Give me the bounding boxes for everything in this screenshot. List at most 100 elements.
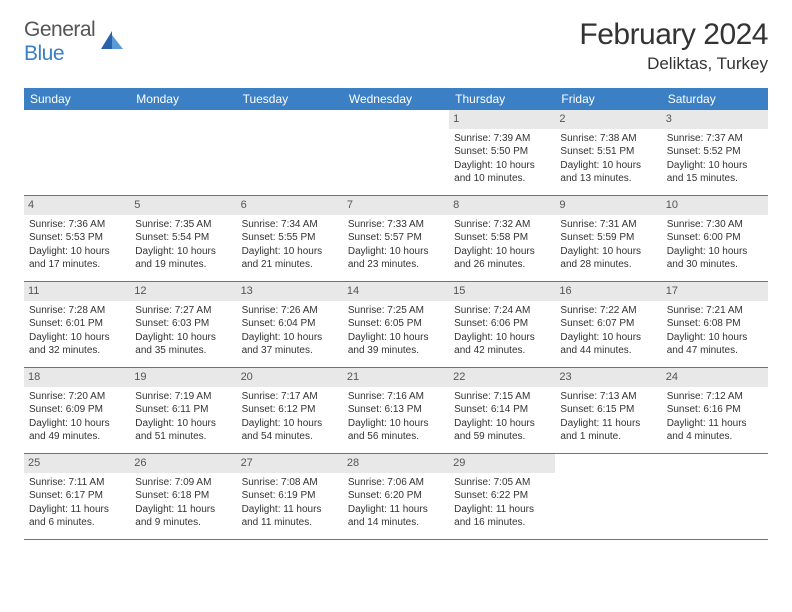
daylight-text: Daylight: 10 hours and 19 minutes. xyxy=(135,245,231,272)
sunrise-text: Sunrise: 7:11 AM xyxy=(29,476,125,490)
weekday-header: Friday xyxy=(555,88,661,110)
sunset-text: Sunset: 6:11 PM xyxy=(135,403,231,417)
day-number: 22 xyxy=(449,368,555,387)
daylight-text: Daylight: 10 hours and 10 minutes. xyxy=(454,159,550,186)
calendar-grid: 1Sunrise: 7:39 AMSunset: 5:50 PMDaylight… xyxy=(24,110,768,540)
sunset-text: Sunset: 6:17 PM xyxy=(29,489,125,503)
day-number: 24 xyxy=(662,368,768,387)
day-number: 9 xyxy=(555,196,661,215)
sunrise-text: Sunrise: 7:34 AM xyxy=(242,218,338,232)
logo-text: General Blue xyxy=(24,18,95,66)
daylight-text: Daylight: 10 hours and 23 minutes. xyxy=(348,245,444,272)
daylight-text: Daylight: 11 hours and 6 minutes. xyxy=(29,503,125,530)
sunset-text: Sunset: 6:01 PM xyxy=(29,317,125,331)
calendar-cell xyxy=(24,110,130,196)
day-number: 17 xyxy=(662,282,768,301)
daylight-text: Daylight: 11 hours and 11 minutes. xyxy=(242,503,338,530)
sunset-text: Sunset: 5:58 PM xyxy=(454,231,550,245)
weekday-header: Wednesday xyxy=(343,88,449,110)
day-number: 12 xyxy=(130,282,236,301)
daylight-text: Daylight: 10 hours and 56 minutes. xyxy=(348,417,444,444)
weekday-header: Thursday xyxy=(449,88,555,110)
calendar-cell: 3Sunrise: 7:37 AMSunset: 5:52 PMDaylight… xyxy=(662,110,768,196)
calendar-cell: 21Sunrise: 7:16 AMSunset: 6:13 PMDayligh… xyxy=(343,368,449,454)
daylight-text: Daylight: 10 hours and 21 minutes. xyxy=(242,245,338,272)
calendar-cell: 4 Sunrise: 7:36 AMSunset: 5:53 PMDaylight… xyxy=(24,196,130,282)
day-number: 29 xyxy=(449,454,555,473)
sunrise-text: Sunrise: 7:16 AM xyxy=(348,390,444,404)
sunset-text: Sunset: 6:08 PM xyxy=(667,317,763,331)
daylight-text: Daylight: 11 hours and 4 minutes. xyxy=(667,417,763,444)
daylight-text: Daylight: 10 hours and 37 minutes. xyxy=(242,331,338,358)
day-number: 15 xyxy=(449,282,555,301)
weekday-header: Saturday xyxy=(662,88,768,110)
daylight-text: Daylight: 10 hours and 15 minutes. xyxy=(667,159,763,186)
sunrise-text: Sunrise: 7:37 AM xyxy=(667,132,763,146)
sunrise-text: Sunrise: 7:22 AM xyxy=(560,304,656,318)
calendar-cell: 7Sunrise: 7:33 AMSunset: 5:57 PMDaylight… xyxy=(343,196,449,282)
calendar-cell xyxy=(662,454,768,540)
calendar-cell xyxy=(130,110,236,196)
sunrise-text: Sunrise: 7:39 AM xyxy=(454,132,550,146)
daylight-text: Daylight: 10 hours and 35 minutes. xyxy=(135,331,231,358)
sunrise-text: Sunrise: 7:28 AM xyxy=(29,304,125,318)
calendar-cell: 18 Sunrise: 7:20 AMSunset: 6:09 PMDayligh… xyxy=(24,368,130,454)
sunrise-text: Sunrise: 7:36 AM xyxy=(29,218,125,232)
calendar-cell: 2Sunrise: 7:38 AMSunset: 5:51 PMDaylight… xyxy=(555,110,661,196)
sunset-text: Sunset: 5:53 PM xyxy=(29,231,125,245)
calendar-cell: 5Sunrise: 7:35 AMSunset: 5:54 PMDaylight… xyxy=(130,196,236,282)
calendar-cell: 28Sunrise: 7:06 AMSunset: 6:20 PMDayligh… xyxy=(343,454,449,540)
day-number: 16 xyxy=(555,282,661,301)
daylight-text: Daylight: 10 hours and 44 minutes. xyxy=(560,331,656,358)
sunset-text: Sunset: 6:04 PM xyxy=(242,317,338,331)
sunset-text: Sunset: 6:19 PM xyxy=(242,489,338,503)
sunrise-text: Sunrise: 7:08 AM xyxy=(242,476,338,490)
sunset-text: Sunset: 6:13 PM xyxy=(348,403,444,417)
calendar-cell: 13Sunrise: 7:26 AMSunset: 6:04 PMDayligh… xyxy=(237,282,343,368)
sunset-text: Sunset: 6:07 PM xyxy=(560,317,656,331)
day-number: 4 xyxy=(24,196,130,215)
sail-icon xyxy=(99,29,125,56)
daylight-text: Daylight: 10 hours and 54 minutes. xyxy=(242,417,338,444)
calendar-cell: 6Sunrise: 7:34 AMSunset: 5:55 PMDaylight… xyxy=(237,196,343,282)
sunset-text: Sunset: 5:52 PM xyxy=(667,145,763,159)
daylight-text: Daylight: 10 hours and 28 minutes. xyxy=(560,245,656,272)
logo-text-1: General xyxy=(24,18,95,41)
page-header: General Blue February 2024 Deliktas, Tur… xyxy=(24,18,768,74)
daylight-text: Daylight: 10 hours and 49 minutes. xyxy=(29,417,125,444)
calendar-cell: 23Sunrise: 7:13 AMSunset: 6:15 PMDayligh… xyxy=(555,368,661,454)
sunrise-text: Sunrise: 7:30 AM xyxy=(667,218,763,232)
daylight-text: Daylight: 10 hours and 51 minutes. xyxy=(135,417,231,444)
day-number: 25 xyxy=(24,454,130,473)
calendar-cell: 19Sunrise: 7:19 AMSunset: 6:11 PMDayligh… xyxy=(130,368,236,454)
sunset-text: Sunset: 6:15 PM xyxy=(560,403,656,417)
day-number: 18 xyxy=(24,368,130,387)
sunset-text: Sunset: 6:06 PM xyxy=(454,317,550,331)
sunrise-text: Sunrise: 7:38 AM xyxy=(560,132,656,146)
daylight-text: Daylight: 10 hours and 17 minutes. xyxy=(29,245,125,272)
sunset-text: Sunset: 5:50 PM xyxy=(454,145,550,159)
sunrise-text: Sunrise: 7:26 AM xyxy=(242,304,338,318)
day-number: 20 xyxy=(237,368,343,387)
calendar-cell: 24Sunrise: 7:12 AMSunset: 6:16 PMDayligh… xyxy=(662,368,768,454)
weekday-header-row: Sunday Monday Tuesday Wednesday Thursday… xyxy=(24,88,768,110)
sunset-text: Sunset: 6:05 PM xyxy=(348,317,444,331)
sunrise-text: Sunrise: 7:15 AM xyxy=(454,390,550,404)
sunrise-text: Sunrise: 7:20 AM xyxy=(29,390,125,404)
calendar-cell: 8Sunrise: 7:32 AMSunset: 5:58 PMDaylight… xyxy=(449,196,555,282)
calendar-cell: 1Sunrise: 7:39 AMSunset: 5:50 PMDaylight… xyxy=(449,110,555,196)
day-number: 11 xyxy=(24,282,130,301)
weekday-header: Sunday xyxy=(24,88,130,110)
sunrise-text: Sunrise: 7:21 AM xyxy=(667,304,763,318)
logo-text-2: Blue xyxy=(24,42,64,65)
calendar-cell: 16 Sunrise: 7:22 AMSunset: 6:07 PMDayligh… xyxy=(555,282,661,368)
sunrise-text: Sunrise: 7:12 AM xyxy=(667,390,763,404)
calendar-cell: 20Sunrise: 7:17 AMSunset: 6:12 PMDayligh… xyxy=(237,368,343,454)
calendar-cell: 12Sunrise: 7:27 AMSunset: 6:03 PMDayligh… xyxy=(130,282,236,368)
sunset-text: Sunset: 6:03 PM xyxy=(135,317,231,331)
daylight-text: Daylight: 10 hours and 26 minutes. xyxy=(454,245,550,272)
sunset-text: Sunset: 6:09 PM xyxy=(29,403,125,417)
sunset-text: Sunset: 6:20 PM xyxy=(348,489,444,503)
sunrise-text: Sunrise: 7:25 AM xyxy=(348,304,444,318)
sunset-text: Sunset: 5:59 PM xyxy=(560,231,656,245)
